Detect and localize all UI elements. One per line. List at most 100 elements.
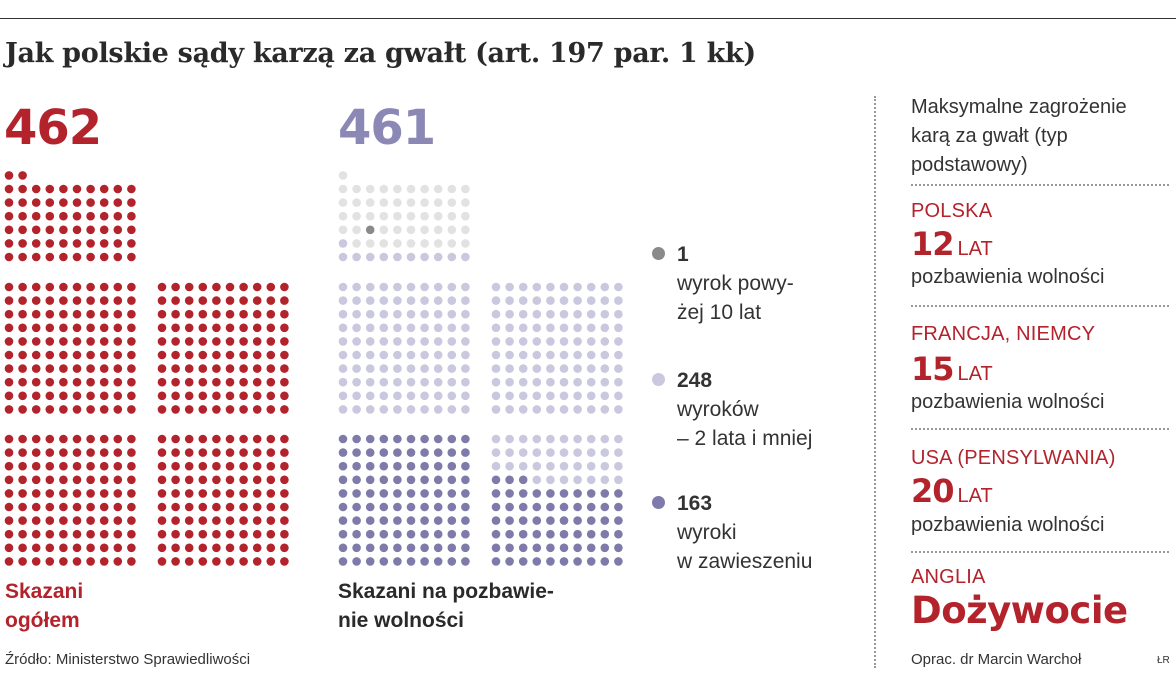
waffle-dot-total — [45, 489, 55, 498]
waffle-dot-total — [4, 309, 14, 319]
waffle-dot-total — [72, 337, 82, 346]
waffle-dot-other — [420, 198, 429, 207]
waffle-dot-under-2 — [420, 309, 429, 319]
waffle-dot-total — [280, 543, 289, 553]
waffle-dot-other — [406, 239, 416, 248]
waffle-dot-total — [184, 323, 194, 333]
waffle-dot-under-2 — [600, 364, 610, 373]
waffle-dot-total — [99, 211, 109, 221]
waffle-dot-suspended — [505, 475, 514, 485]
waffle-dot-under-2 — [505, 405, 514, 414]
waffle-dot-total — [4, 461, 14, 471]
waffle-dot-suspended — [447, 461, 457, 471]
waffle-dot-suspended — [365, 529, 375, 539]
imprisonment-number: 461 — [338, 100, 436, 156]
waffle-dot-suspended — [379, 516, 389, 525]
waffle-dot-total — [171, 448, 180, 457]
waffle-dot-under-2 — [614, 448, 623, 457]
waffle-dot-total — [252, 350, 262, 360]
waffle-dot-total — [266, 323, 276, 333]
waffle-dot-suspended — [518, 557, 528, 566]
waffle-dot-total — [252, 323, 262, 333]
waffle-dot-suspended — [433, 448, 443, 457]
waffle-dot-suspended — [559, 543, 569, 553]
waffle-dot-suspended — [505, 529, 514, 539]
waffle-dot-under-2 — [365, 296, 375, 305]
waffle-dot-under-2 — [433, 282, 443, 292]
waffle-dot-other — [352, 239, 361, 248]
waffle-dot-suspended — [352, 461, 361, 471]
waffle-dot-under-2 — [352, 309, 361, 319]
waffle-dot-total — [252, 282, 262, 292]
waffle-dot-under-2 — [406, 252, 416, 262]
waffle-dot-other — [393, 225, 402, 235]
waffle-dot-under-2 — [518, 323, 528, 333]
waffle-dot-total — [280, 461, 289, 471]
waffle-dot-under-2 — [338, 391, 348, 401]
waffle-dot-under-2 — [532, 337, 542, 346]
waffle-dot-total — [4, 184, 14, 194]
waffle-dot-other — [352, 184, 361, 194]
waffle-dot-total — [171, 489, 180, 498]
waffle-dot-total — [127, 489, 136, 498]
waffle-dot-total — [4, 448, 14, 457]
waffle-dot-under-2 — [505, 364, 514, 373]
waffle-dot-under-2 — [518, 350, 528, 360]
waffle-dot-total — [198, 391, 208, 401]
waffle-dot-total — [59, 296, 68, 305]
waffle-dot-under-2 — [420, 252, 429, 262]
waffle-dot-suspended — [338, 475, 348, 485]
waffle-dot-total — [99, 502, 109, 512]
waffle-dot-total — [225, 543, 235, 553]
waffle-dot-suspended — [461, 434, 470, 444]
waffle-dot-total — [72, 475, 82, 485]
waffle-dot-total — [266, 337, 276, 346]
waffle-dot-under-2 — [546, 475, 555, 485]
waffle-dot-suspended — [406, 434, 416, 444]
waffle-dot-under-2 — [505, 323, 514, 333]
waffle-dot-total — [212, 309, 221, 319]
waffle-dot-suspended — [546, 529, 555, 539]
waffle-dot-total — [18, 448, 27, 457]
waffle-dot-total — [99, 252, 109, 262]
waffle-dot-total — [113, 364, 123, 373]
waffle-dot-total — [184, 350, 194, 360]
waffle-dot-total — [31, 489, 41, 498]
waffle-dot-total — [4, 434, 14, 444]
waffle-dot-suspended — [461, 557, 470, 566]
waffle-dot-total — [212, 391, 221, 401]
waffle-dot-total — [280, 405, 289, 414]
waffle-dot-total — [198, 405, 208, 414]
waffle-dot-total — [127, 309, 136, 319]
waffle-dot-total — [225, 434, 235, 444]
waffle-dot-suspended — [379, 461, 389, 471]
waffle-dot-total — [225, 391, 235, 401]
waffle-dot-under-2 — [546, 309, 555, 319]
waffle-dot-total — [239, 350, 248, 360]
waffle-dot-other — [447, 225, 457, 235]
waffle-dot-under-2 — [379, 323, 389, 333]
waffle-dot-total — [59, 350, 68, 360]
waffle-dot-total — [86, 529, 95, 539]
waffle-dot-total — [280, 309, 289, 319]
waffle-dot-under-2 — [586, 434, 596, 444]
waffle-dot-under-2 — [491, 364, 501, 373]
waffle-dot-other — [447, 211, 457, 221]
waffle-dot-total — [59, 405, 68, 414]
waffle-dot-under-2 — [532, 448, 542, 457]
waffle-dot-suspended — [365, 489, 375, 498]
waffle-dot-under-2 — [505, 434, 514, 444]
waffle-dot-total — [59, 543, 68, 553]
waffle-dot-suspended — [352, 516, 361, 525]
waffle-dot-suspended — [338, 434, 348, 444]
waffle-dot-total — [212, 489, 221, 498]
waffle-dot-total — [86, 350, 95, 360]
waffle-dot-under-2 — [614, 350, 623, 360]
waffle-dot-under-2 — [518, 405, 528, 414]
waffle-dot-under-2 — [600, 377, 610, 387]
waffle-dot-other — [433, 184, 443, 194]
waffle-dot-under-2 — [461, 323, 470, 333]
waffle-dot-total — [113, 252, 123, 262]
waffle-dot-total — [59, 184, 68, 194]
waffle-dot-total — [266, 434, 276, 444]
